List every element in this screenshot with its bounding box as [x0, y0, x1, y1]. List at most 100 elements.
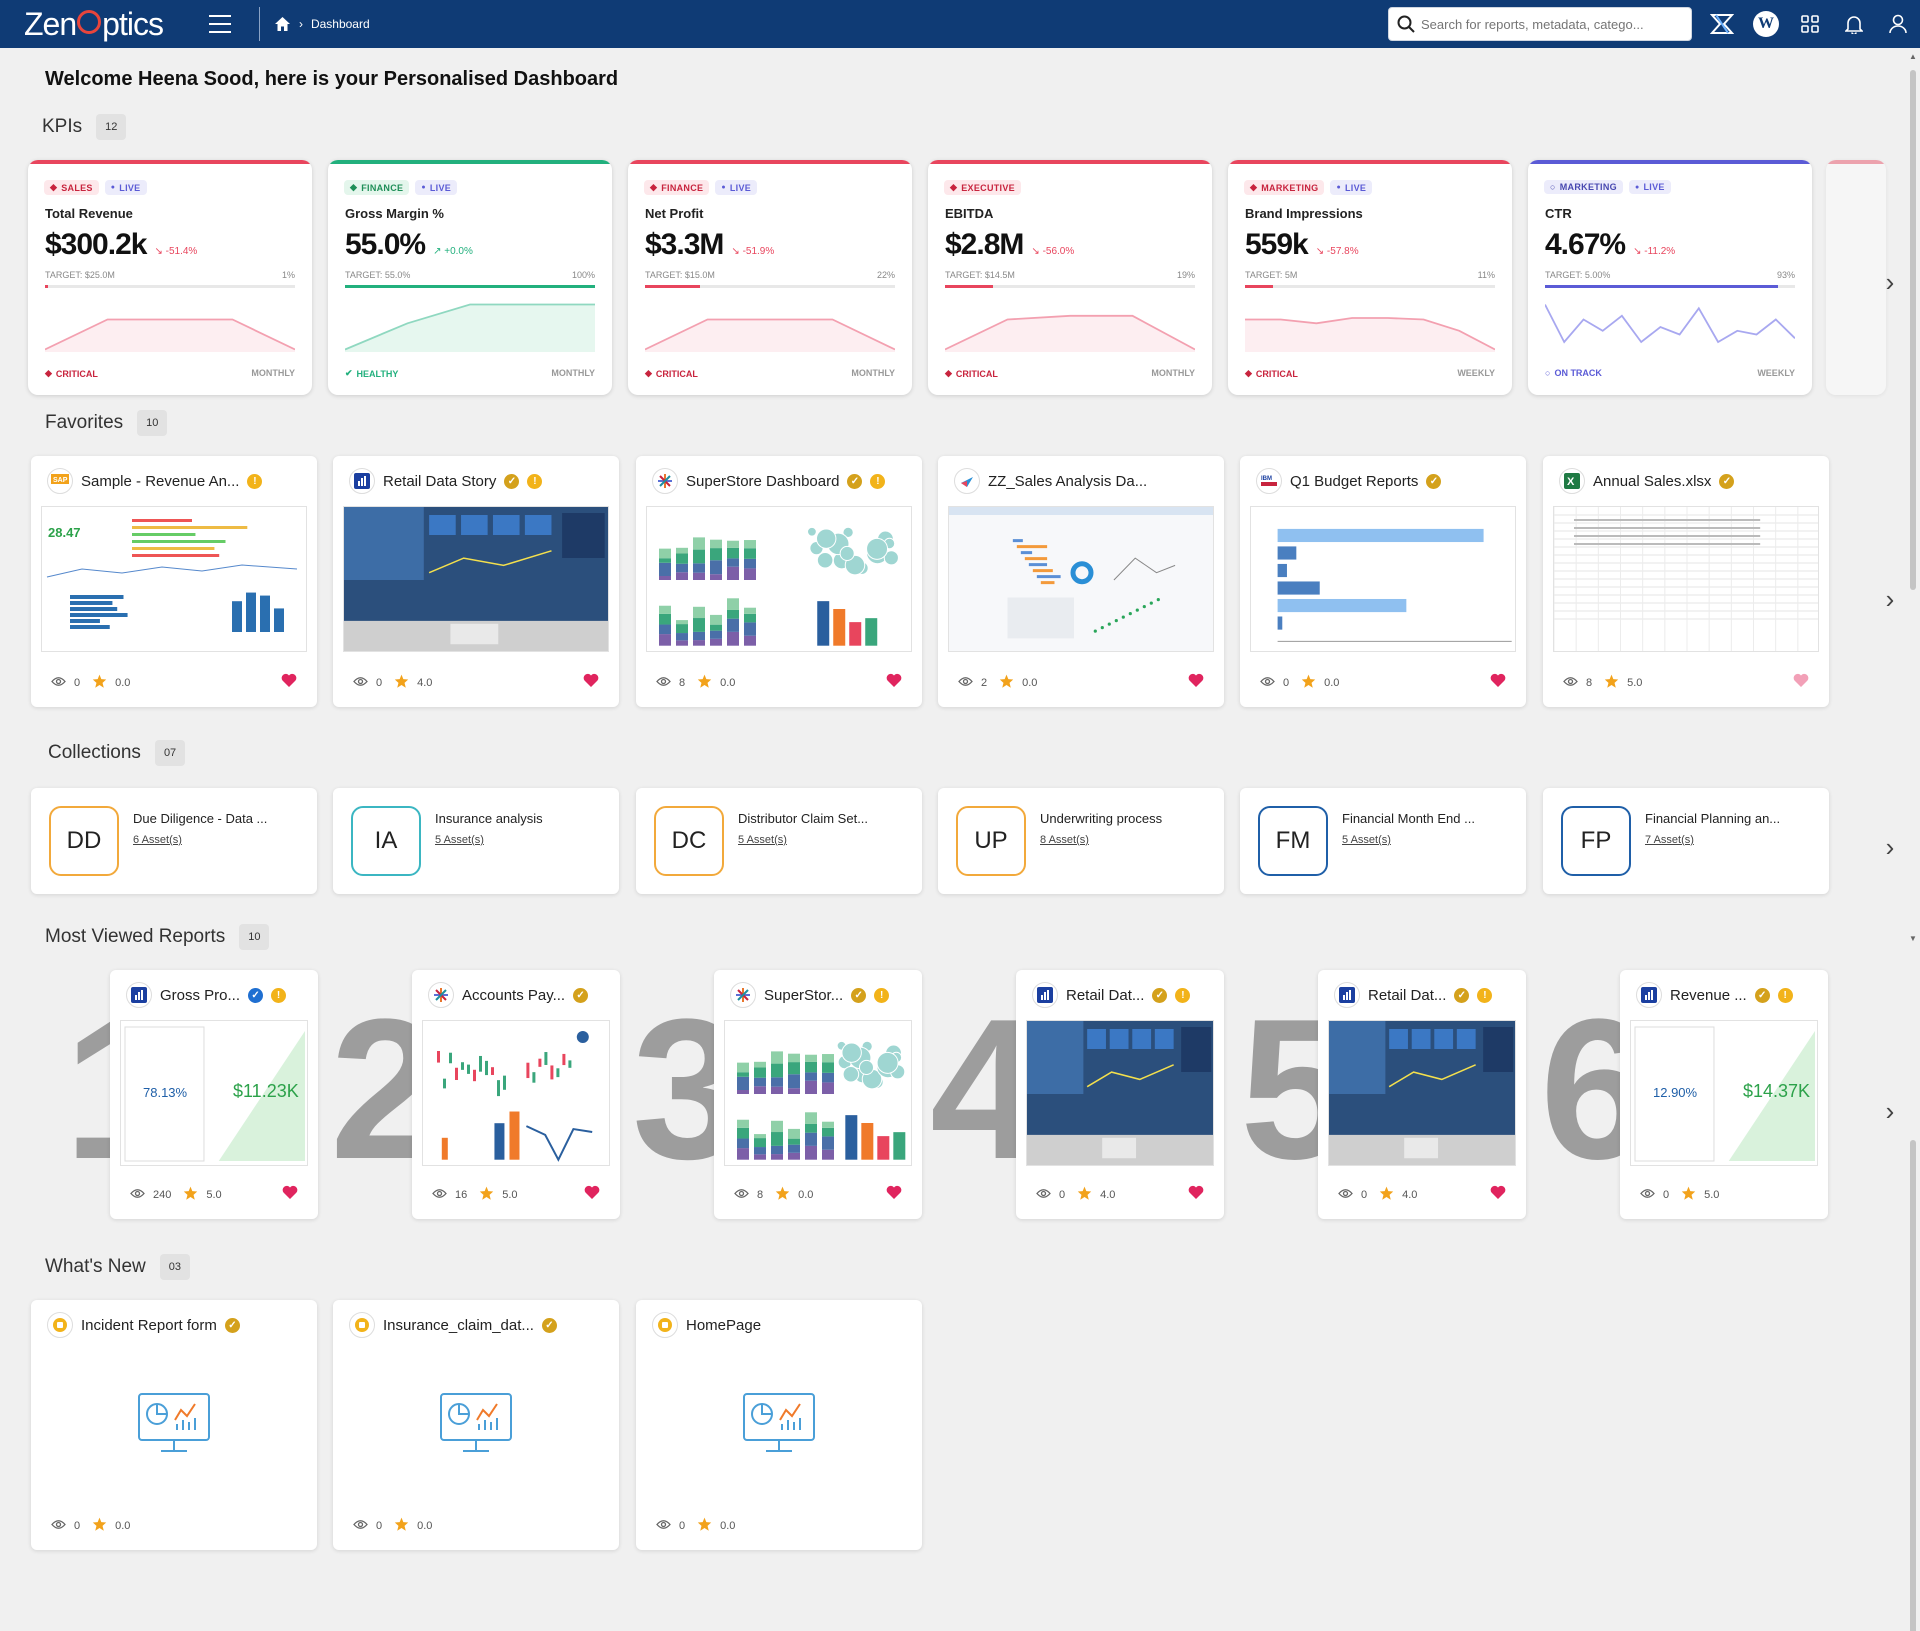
- home-icon[interactable]: [274, 16, 291, 32]
- collection-card[interactable]: FM Financial Month End ... 5 Asset(s): [1240, 788, 1526, 894]
- report-thumbnail[interactable]: [1553, 506, 1819, 652]
- scrollbar-thumb[interactable]: [1910, 70, 1916, 590]
- zenoptics-z-icon[interactable]: [1700, 0, 1744, 48]
- favorite-card[interactable]: IBM Q1 Budget Reports ✓ 0 0.0: [1240, 456, 1526, 707]
- favorite-card[interactable]: X Annual Sales.xlsx ✓ 8 5.0: [1543, 456, 1829, 707]
- most-viewed-card[interactable]: Revenue ... ✓! 12.90% $14.37K 0 5.0: [1620, 970, 1828, 1219]
- asset-title[interactable]: Sample - Revenue An...: [81, 472, 240, 490]
- heart-icon[interactable]: [1490, 673, 1506, 693]
- source-app-icon: [428, 982, 454, 1008]
- collection-asset-link[interactable]: 5 Asset(s): [435, 834, 484, 846]
- kpi-status-label: CRITICAL: [55, 368, 98, 379]
- source-app-icon: SAP: [47, 468, 73, 494]
- report-thumbnail[interactable]: [1250, 506, 1516, 652]
- asset-title[interactable]: Revenue ...: [1670, 986, 1747, 1004]
- favorite-card[interactable]: Retail Data Story ✓! 0 4.0: [333, 456, 619, 707]
- asset-title[interactable]: Retail Data Story: [383, 472, 497, 490]
- report-thumbnail[interactable]: 78.13% $11.23K: [120, 1020, 308, 1166]
- scroll-down-icon[interactable]: ▼: [1909, 934, 1917, 943]
- collections-next-chevron-icon[interactable]: ›: [1885, 831, 1895, 862]
- asset-title[interactable]: Retail Dat...: [1066, 986, 1145, 1004]
- asset-title[interactable]: Q1 Budget Reports: [1290, 472, 1419, 490]
- user-icon[interactable]: [1876, 0, 1920, 48]
- asset-title[interactable]: SuperStore Dashboard: [686, 472, 840, 490]
- heart-icon[interactable]: [1188, 1185, 1204, 1205]
- kpi-card[interactable]: ◆ EXECUTIVE EBITDA $2.8M ↘ -56.0% TARGET: $14…: [928, 160, 1212, 395]
- collection-card[interactable]: FP Financial Planning an... 7 Asset(s): [1543, 788, 1829, 894]
- heart-icon[interactable]: [1490, 1185, 1506, 1205]
- scrollbar-thumb-lower[interactable]: [1910, 1140, 1916, 1631]
- favorites-next-chevron-icon[interactable]: ›: [1885, 583, 1895, 614]
- report-thumbnail[interactable]: [422, 1020, 610, 1166]
- asset-title[interactable]: HomePage: [686, 1316, 762, 1334]
- collection-card[interactable]: IA Insurance analysis 5 Asset(s): [333, 788, 619, 894]
- heart-icon[interactable]: [886, 673, 902, 693]
- star-icon: [394, 1517, 409, 1534]
- trend-down-icon: ↘: [731, 246, 743, 257]
- kpi-card[interactable]: ◆ MARKETING ● LIVE Brand Impressions 559k ↘ -5…: [1228, 160, 1512, 395]
- report-thumbnail[interactable]: [948, 506, 1214, 652]
- favorite-card[interactable]: SAP Sample - Revenue An...! 28.47 0 0.0: [31, 456, 317, 707]
- collection-asset-link[interactable]: 5 Asset(s): [1342, 834, 1391, 846]
- collection-card[interactable]: DC Distributor Claim Set... 5 Asset(s): [636, 788, 922, 894]
- rating-value: 0.0: [720, 1519, 736, 1532]
- report-thumbnail[interactable]: [646, 506, 912, 652]
- collection-asset-link[interactable]: 7 Asset(s): [1645, 834, 1694, 846]
- scroll-up-icon[interactable]: ▲: [1909, 52, 1917, 61]
- whats-new-card[interactable]: Incident Report form ✓ 0 0.0: [31, 1300, 317, 1550]
- asset-title[interactable]: Accounts Pay...: [462, 986, 566, 1004]
- collection-asset-link[interactable]: 6 Asset(s): [133, 834, 182, 846]
- collection-asset-link[interactable]: 5 Asset(s): [738, 834, 787, 846]
- most-viewed-card[interactable]: Retail Dat... ✓! 0 4.0: [1318, 970, 1526, 1219]
- kpi-card[interactable]: ◆ FINANCE ● LIVE Gross Margin % 55.0% ↗ +0.0% T…: [328, 160, 612, 395]
- kpi-card-partial[interactable]: [1826, 160, 1886, 395]
- most-viewed-card[interactable]: Gross Pro... ✓! 78.13% $11.23K 240 5.0: [110, 970, 318, 1219]
- certified-badge-icon: ✓: [541, 1317, 557, 1333]
- most-viewed-card[interactable]: Retail Dat... ✓! 0 4.0: [1016, 970, 1224, 1219]
- collection-card[interactable]: DD Due Diligence - Data ... 6 Asset(s): [31, 788, 317, 894]
- asset-title[interactable]: Incident Report form: [81, 1316, 217, 1334]
- report-thumbnail[interactable]: [343, 506, 609, 652]
- collection-card[interactable]: UP Underwriting process 8 Asset(s): [938, 788, 1224, 894]
- heart-icon[interactable]: [583, 673, 599, 693]
- heart-icon[interactable]: [1188, 673, 1204, 693]
- report-thumbnail[interactable]: [1026, 1020, 1214, 1166]
- search-input[interactable]: [1421, 16, 1681, 32]
- whats-new-card[interactable]: Insurance_claim_dat... ✓ 0 0.0: [333, 1300, 619, 1550]
- kpi-status: ◆ CRITICAL: [1245, 368, 1298, 379]
- asset-title[interactable]: SuperStor...: [764, 986, 844, 1004]
- heart-icon[interactable]: [281, 673, 297, 693]
- breadcrumb-dashboard[interactable]: Dashboard: [310, 17, 370, 31]
- global-search[interactable]: [1388, 7, 1692, 41]
- heart-icon[interactable]: [886, 1185, 902, 1205]
- apps-grid-icon[interactable]: [1788, 0, 1832, 48]
- zenoptics-logo[interactable]: Zen ptics: [24, 5, 164, 42]
- heart-icon[interactable]: [1793, 673, 1809, 693]
- favorite-card[interactable]: ZZ_Sales Analysis Da... 2 0.0: [938, 456, 1224, 707]
- bell-icon[interactable]: [1832, 0, 1876, 48]
- report-thumbnail[interactable]: [1328, 1020, 1516, 1166]
- collection-asset-link[interactable]: 8 Asset(s): [1040, 834, 1089, 846]
- asset-title[interactable]: Retail Dat...: [1368, 986, 1447, 1004]
- vertical-scrollbar[interactable]: ▲ ▼: [1906, 48, 1920, 1631]
- favorite-card[interactable]: SuperStore Dashboard ✓! 8 0.0: [636, 456, 922, 707]
- kpi-card[interactable]: ◆ SALES ● LIVE Total Revenue $300.2k ↘ -51.4% T…: [28, 160, 312, 395]
- kpi-next-chevron-icon[interactable]: ›: [1885, 266, 1895, 297]
- report-thumbnail[interactable]: 28.47: [41, 506, 307, 652]
- kpi-card[interactable]: ○ MARKETING ● LIVE CTR 4.67% ↘ -11.2% TARGET: 5…: [1528, 160, 1812, 395]
- report-thumbnail[interactable]: [724, 1020, 912, 1166]
- heart-icon[interactable]: [282, 1185, 298, 1205]
- asset-title[interactable]: Insurance_claim_dat...: [383, 1316, 534, 1334]
- asset-title[interactable]: ZZ_Sales Analysis Da...: [988, 472, 1148, 490]
- report-thumbnail[interactable]: 12.90% $14.37K: [1630, 1020, 1818, 1166]
- most-viewed-card[interactable]: SuperStor... ✓! 8 0.0: [714, 970, 922, 1219]
- heart-icon[interactable]: [584, 1185, 600, 1205]
- kpi-card[interactable]: ◆ FINANCE ● LIVE Net Profit $3.3M ↘ -51.9% TARG…: [628, 160, 912, 395]
- whats-new-card[interactable]: HomePage 0 0.0: [636, 1300, 922, 1550]
- asset-title[interactable]: Gross Pro...: [160, 986, 241, 1004]
- hamburger-menu-icon[interactable]: [208, 15, 231, 33]
- most-viewed-card[interactable]: Accounts Pay... ✓ 16 5.0: [412, 970, 620, 1219]
- most-viewed-next-chevron-icon[interactable]: ›: [1885, 1095, 1895, 1126]
- workspace-w-icon[interactable]: W: [1744, 0, 1788, 48]
- asset-title[interactable]: Annual Sales.xlsx: [1593, 472, 1712, 490]
